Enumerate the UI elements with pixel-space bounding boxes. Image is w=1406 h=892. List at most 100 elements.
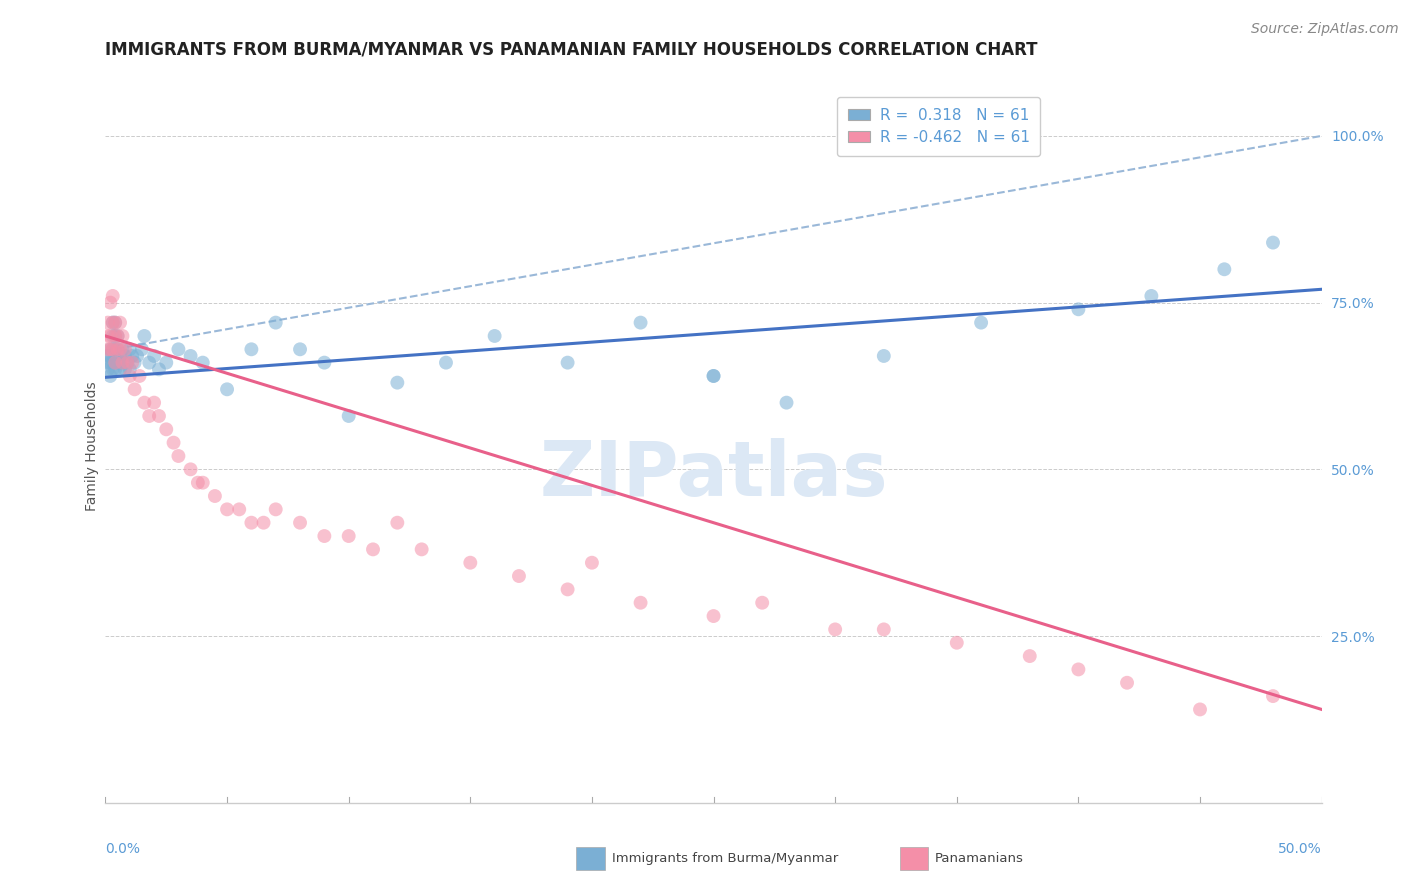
Point (484, 329, 506, 343)
Point (945, 636, 967, 650)
Point (508, 569, 530, 583)
Point (162, 435, 184, 450)
Text: 0.0%: 0.0% (105, 842, 141, 856)
Point (458, 556, 481, 570)
Point (108, 356, 131, 370)
Point (148, 362, 170, 376)
Point (191, 475, 214, 490)
Point (217, 382, 239, 396)
Point (148, 409, 170, 423)
Point (1261, 689, 1284, 703)
Point (187, 475, 209, 490)
Point (228, 502, 250, 516)
Point (873, 623, 896, 637)
Point (104, 356, 127, 370)
Point (264, 316, 287, 330)
Point (118, 343, 141, 357)
Point (101, 343, 124, 357)
Y-axis label: Family Households: Family Households (84, 381, 98, 511)
Point (104, 316, 127, 330)
Point (114, 349, 136, 363)
Point (1213, 262, 1236, 277)
Point (630, 596, 652, 610)
Point (824, 623, 846, 637)
Point (98, 343, 121, 357)
Point (131, 343, 153, 357)
Point (104, 362, 127, 376)
Point (581, 556, 603, 570)
Point (387, 516, 409, 530)
Point (337, 409, 360, 423)
Point (111, 356, 134, 370)
Point (1018, 649, 1040, 664)
Point (217, 502, 239, 516)
Point (117, 356, 139, 370)
Point (101, 356, 124, 370)
Point (143, 395, 166, 409)
Text: IMMIGRANTS FROM BURMA/MYANMAR VS PANAMANIAN FAMILY HOUSEHOLDS CORRELATION CHART: IMMIGRANTS FROM BURMA/MYANMAR VS PANAMAN… (105, 40, 1038, 58)
Point (108, 343, 131, 357)
Point (240, 516, 263, 530)
Point (252, 516, 274, 530)
Point (873, 349, 896, 363)
Point (134, 395, 156, 409)
Point (751, 596, 773, 610)
Point (97, 349, 120, 363)
Point (121, 349, 143, 363)
Point (97, 356, 120, 370)
Point (1189, 702, 1212, 716)
Point (1116, 675, 1139, 690)
Point (1261, 235, 1284, 250)
Point (1067, 662, 1090, 676)
Point (128, 368, 150, 383)
Point (557, 356, 579, 370)
Point (104, 329, 127, 343)
Point (180, 349, 202, 363)
Point (434, 356, 457, 370)
Point (111, 356, 134, 370)
Point (191, 356, 214, 370)
Text: ZIPatlas: ZIPatlas (540, 438, 887, 511)
Point (124, 382, 146, 396)
Point (361, 542, 384, 557)
Point (107, 329, 129, 343)
Text: Panamanians: Panamanians (935, 852, 1024, 864)
Point (288, 516, 311, 530)
Point (98, 343, 121, 357)
Point (104, 316, 127, 330)
Text: Immigrants from Burma/Myanmar: Immigrants from Burma/Myanmar (612, 852, 838, 864)
Point (111, 329, 134, 343)
Point (101, 329, 124, 343)
Point (98, 368, 121, 383)
Point (411, 542, 433, 557)
Point (108, 362, 131, 376)
Point (155, 356, 177, 370)
Point (101, 362, 124, 376)
Point (101, 289, 124, 303)
Point (98, 349, 121, 363)
Point (107, 343, 129, 357)
Point (180, 462, 202, 476)
Text: Source: ZipAtlas.com: Source: ZipAtlas.com (1251, 22, 1399, 37)
Point (775, 395, 797, 409)
Text: 50.0%: 50.0% (1278, 842, 1322, 856)
Point (101, 343, 124, 357)
Point (702, 368, 725, 383)
Point (117, 356, 139, 370)
Point (98, 295, 121, 310)
Point (288, 343, 311, 357)
Point (101, 316, 124, 330)
Point (101, 316, 124, 330)
Point (97, 343, 120, 357)
Point (118, 368, 141, 383)
Point (107, 356, 129, 370)
Point (702, 368, 725, 383)
Point (630, 316, 652, 330)
Point (138, 356, 160, 370)
Point (107, 343, 129, 357)
Point (143, 349, 166, 363)
Point (138, 409, 160, 423)
Point (1067, 302, 1090, 317)
Point (240, 343, 263, 357)
Point (264, 502, 287, 516)
